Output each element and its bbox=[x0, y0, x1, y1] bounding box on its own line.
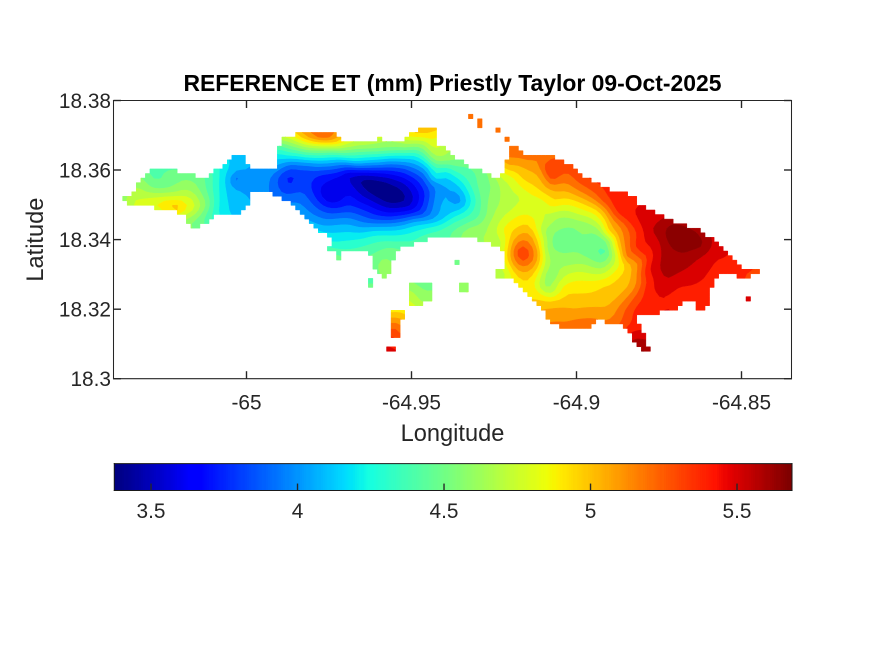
svg-text:18.34: 18.34 bbox=[59, 229, 111, 252]
svg-text:5: 5 bbox=[585, 500, 597, 523]
svg-text:Longitude: Longitude bbox=[401, 421, 505, 447]
svg-text:-64.9: -64.9 bbox=[553, 391, 600, 414]
svg-text:4.5: 4.5 bbox=[430, 500, 459, 523]
svg-text:-65: -65 bbox=[231, 391, 261, 414]
svg-text:Latitude: Latitude bbox=[23, 198, 49, 282]
svg-text:18.38: 18.38 bbox=[59, 90, 111, 113]
svg-text:-64.85: -64.85 bbox=[712, 391, 771, 414]
svg-text:5.5: 5.5 bbox=[723, 500, 752, 523]
svg-text:18.3: 18.3 bbox=[70, 368, 111, 391]
svg-text:-64.95: -64.95 bbox=[382, 391, 441, 414]
svg-text:REFERENCE ET (mm) Priestly Tay: REFERENCE ET (mm) Priestly Taylor 09-Oct… bbox=[183, 70, 721, 96]
svg-text:18.36: 18.36 bbox=[59, 160, 111, 183]
svg-text:3.5: 3.5 bbox=[137, 500, 166, 523]
svg-text:4: 4 bbox=[292, 500, 304, 523]
svg-text:18.32: 18.32 bbox=[59, 299, 111, 322]
